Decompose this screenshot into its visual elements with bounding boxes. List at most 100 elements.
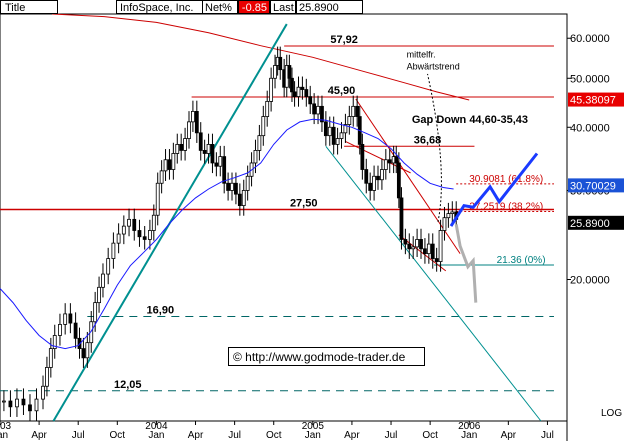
price-candle bbox=[194, 110, 199, 134]
price-candle bbox=[419, 239, 423, 250]
price-candle bbox=[226, 182, 231, 191]
price-candle bbox=[142, 236, 147, 240]
title-label: Title bbox=[0, 0, 58, 14]
x-tick-label: Jan bbox=[461, 430, 477, 441]
price-candle bbox=[331, 126, 336, 145]
price-candle bbox=[167, 159, 172, 170]
axis-badge-label: 25.8900 bbox=[570, 218, 610, 230]
price-candle bbox=[383, 159, 388, 170]
price-candle bbox=[191, 110, 195, 123]
last-value: 25.8900 bbox=[296, 0, 363, 14]
y-tick-label: 20.0000 bbox=[570, 274, 610, 286]
price-candle bbox=[304, 89, 309, 97]
price-candle bbox=[68, 313, 73, 324]
trend-line-support bbox=[325, 145, 542, 422]
price-candle bbox=[147, 230, 152, 240]
x-tick-label: Jul bbox=[72, 430, 85, 441]
price-candle bbox=[450, 211, 455, 214]
price-candle bbox=[101, 273, 105, 288]
price-candle bbox=[97, 286, 101, 304]
price-candle bbox=[183, 138, 187, 151]
level-label: 57,92 bbox=[330, 34, 358, 46]
price-candle bbox=[316, 105, 320, 115]
price-candle bbox=[237, 193, 242, 207]
price-candle bbox=[52, 335, 57, 350]
price-candle bbox=[407, 243, 412, 250]
price-candle bbox=[132, 218, 137, 231]
x-tick-label: Jul bbox=[541, 430, 554, 441]
price-candle bbox=[411, 246, 416, 250]
x-year-label: 2005 bbox=[302, 421, 325, 432]
price-candle bbox=[21, 398, 26, 406]
x-tick-label: Apr bbox=[188, 430, 204, 441]
price-candle bbox=[111, 242, 116, 259]
price-candle bbox=[159, 170, 164, 184]
price-candle bbox=[300, 86, 305, 90]
price-candle bbox=[423, 248, 427, 255]
price-candle bbox=[214, 162, 219, 167]
x-tick-label: Jan bbox=[0, 430, 8, 441]
price-candle bbox=[253, 150, 258, 164]
y-tick-label: 40.0000 bbox=[570, 122, 610, 134]
fib-label: 27.2519 (38.2%) bbox=[469, 202, 543, 213]
x-tick-label: Apr bbox=[501, 430, 517, 441]
price-candle bbox=[376, 175, 380, 181]
price-candle bbox=[202, 150, 207, 154]
price-candle bbox=[278, 56, 283, 71]
price-candle bbox=[163, 159, 168, 172]
price-candle bbox=[320, 105, 324, 123]
price-candle bbox=[296, 86, 301, 97]
price-candle bbox=[127, 218, 131, 227]
price-candle bbox=[106, 258, 111, 275]
x-tick-label: Jul bbox=[385, 430, 398, 441]
price-candle bbox=[8, 400, 13, 408]
price-candle bbox=[434, 258, 439, 262]
price-candle bbox=[438, 230, 443, 262]
price-candle bbox=[347, 116, 352, 125]
axis-badge-label: 30.70029 bbox=[570, 180, 616, 192]
price-candle bbox=[446, 213, 451, 219]
x-tick-label: Jan bbox=[148, 430, 164, 441]
price-candle bbox=[41, 385, 45, 400]
price-candle bbox=[442, 217, 447, 231]
price-candle bbox=[73, 322, 78, 339]
x-tick-label: Jul bbox=[228, 430, 241, 441]
level-label: 45,90 bbox=[328, 85, 356, 97]
price-candle bbox=[241, 190, 246, 207]
price-candle bbox=[48, 348, 53, 368]
axis-badge bbox=[568, 92, 624, 107]
y-tick-label: 60.0000 bbox=[570, 33, 610, 45]
price-candle bbox=[360, 143, 365, 170]
price-candle bbox=[179, 143, 184, 151]
price-candle bbox=[273, 65, 277, 79]
price-candle bbox=[63, 313, 68, 325]
fib-label: 21.36 (0%) bbox=[497, 255, 546, 266]
price-candle bbox=[396, 162, 401, 199]
price-candle bbox=[45, 367, 49, 387]
price-candle bbox=[206, 143, 211, 154]
price-candle bbox=[287, 65, 292, 79]
price-candle bbox=[394, 156, 399, 164]
annotation-text: mittelfr. bbox=[407, 49, 436, 59]
x-year-label: 2004 bbox=[145, 421, 168, 432]
change-label: Net% bbox=[202, 0, 238, 14]
price-candle bbox=[292, 91, 297, 97]
price-candle bbox=[426, 243, 431, 255]
symbol-name: InfoSpace, Inc. bbox=[116, 0, 207, 14]
price-candle bbox=[245, 175, 250, 191]
price-candle bbox=[415, 239, 420, 248]
price-candle bbox=[269, 77, 274, 102]
annotation-text: Abwärtstrend bbox=[407, 62, 460, 72]
price-candle bbox=[34, 398, 39, 412]
price-candle bbox=[93, 302, 98, 323]
annotation-text: Gap Down 44,60-35,43 bbox=[412, 114, 528, 126]
price-candle bbox=[430, 243, 435, 259]
price-candle bbox=[312, 103, 317, 115]
axis-badge bbox=[568, 178, 624, 193]
price-candle bbox=[308, 96, 313, 105]
price-candle bbox=[218, 156, 223, 167]
annotation-arrow bbox=[427, 73, 442, 222]
last-label: Last bbox=[270, 0, 296, 14]
